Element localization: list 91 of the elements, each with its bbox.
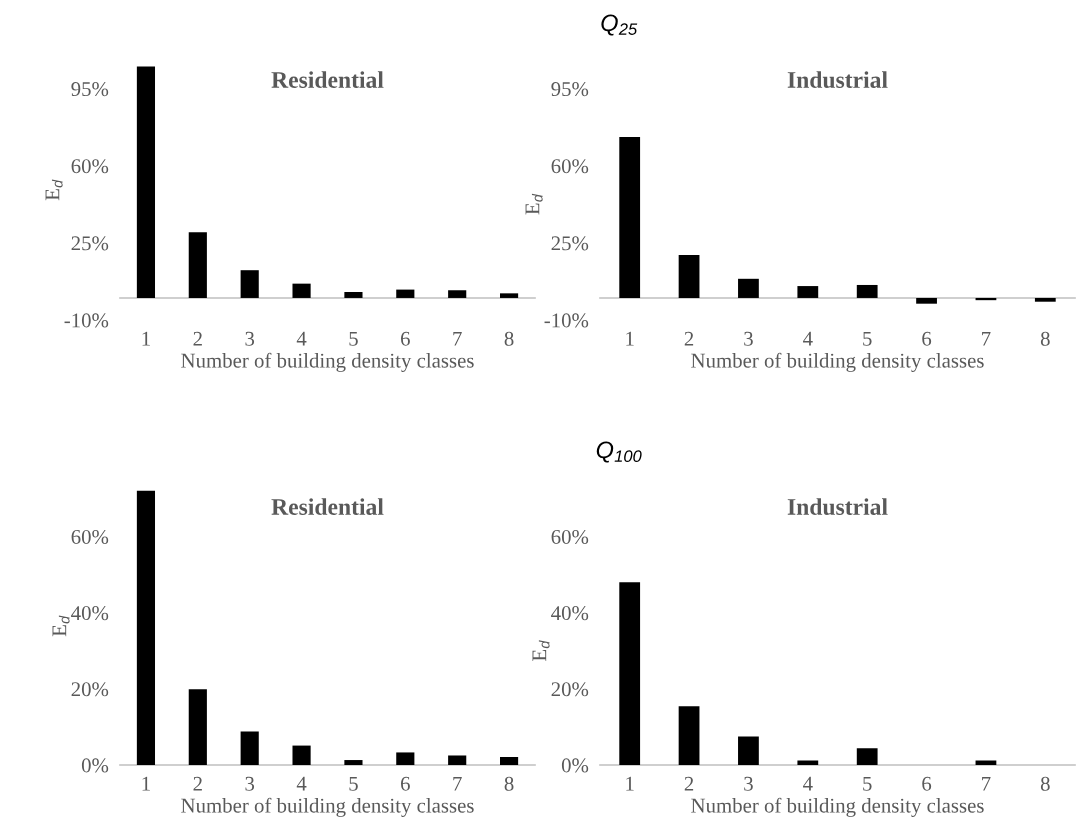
x-tick-label: 8 bbox=[504, 331, 514, 346]
y-tick-label: 20% bbox=[551, 682, 589, 697]
x-tick-label: 3 bbox=[744, 331, 753, 346]
text: Q$_{100}$ bbox=[596, 441, 642, 463]
bar bbox=[344, 292, 363, 298]
y-tick-label: 25% bbox=[551, 236, 589, 251]
bar bbox=[1034, 297, 1056, 302]
bar bbox=[678, 706, 700, 765]
y-tick-label: 95% bbox=[551, 82, 589, 97]
x-tick-label: 1 bbox=[626, 331, 634, 346]
y-tick-label: 0% bbox=[561, 758, 589, 773]
x-tick-label: 5 bbox=[863, 331, 872, 346]
x-axis-title: Number of building density classes bbox=[181, 797, 474, 817]
x-tick-label: 7 bbox=[453, 776, 462, 791]
x-tick-label: 4 bbox=[296, 331, 307, 346]
bar bbox=[396, 289, 415, 298]
y-tick-label: 25% bbox=[71, 236, 109, 251]
x-tick-label: 1 bbox=[142, 776, 150, 791]
bar bbox=[344, 760, 363, 765]
x-tick-label: 5 bbox=[863, 776, 872, 791]
y-tick-label: 60% bbox=[71, 159, 109, 174]
x-tick-label: 3 bbox=[245, 331, 255, 346]
bar bbox=[797, 286, 819, 298]
chart-title: Residential bbox=[271, 498, 384, 515]
x-tick-label: 4 bbox=[803, 776, 813, 791]
bar bbox=[678, 255, 700, 298]
y-axis-title: E$_{d}$ bbox=[45, 179, 63, 201]
bar bbox=[448, 290, 467, 298]
x-tick-label: 3 bbox=[245, 776, 255, 791]
bar bbox=[448, 755, 467, 765]
x-tick-label: 3 bbox=[744, 776, 753, 791]
x-tick-label: 2 bbox=[684, 331, 694, 346]
y-axis-title: E$_{d}$ bbox=[525, 193, 543, 215]
bar bbox=[292, 283, 311, 298]
bar bbox=[856, 748, 878, 765]
x-tick-label: 6 bbox=[401, 776, 410, 791]
y-tick-label: 40% bbox=[551, 606, 589, 621]
bar bbox=[240, 731, 259, 765]
bar bbox=[188, 232, 207, 298]
bar bbox=[499, 757, 519, 765]
y-tick-label: 60% bbox=[551, 159, 589, 174]
x-tick-label: 5 bbox=[349, 331, 358, 346]
bar bbox=[619, 137, 641, 298]
bar bbox=[916, 297, 937, 304]
bar bbox=[240, 270, 259, 298]
x-tick-label: 6 bbox=[922, 331, 932, 346]
y-tick-label: -10% bbox=[64, 313, 109, 328]
bar bbox=[738, 278, 759, 298]
x-tick-label: 6 bbox=[922, 776, 932, 791]
x-tick-label: 4 bbox=[296, 776, 307, 791]
chart-title: Industrial bbox=[787, 71, 888, 88]
bar bbox=[136, 490, 156, 765]
bar bbox=[975, 760, 997, 765]
x-tick-label: 5 bbox=[349, 776, 358, 791]
x-tick-label: 8 bbox=[504, 776, 514, 791]
bar bbox=[292, 745, 311, 765]
y-axis-title: E$_{d}$ bbox=[532, 640, 550, 661]
x-tick-label: 1 bbox=[626, 776, 634, 791]
x-tick-label: 6 bbox=[401, 331, 410, 346]
bar bbox=[499, 293, 519, 298]
y-tick-label: 60% bbox=[551, 529, 589, 545]
bar bbox=[619, 582, 641, 765]
x-tick-label: 8 bbox=[1040, 776, 1050, 791]
y-tick-label: 20% bbox=[71, 682, 109, 697]
x-axis-title: Number of building density classes bbox=[181, 352, 474, 372]
x-axis-title: Number of building density classes bbox=[691, 352, 984, 372]
x-tick-label: 2 bbox=[193, 331, 202, 346]
x-tick-label: 1 bbox=[142, 331, 150, 346]
y-tick-label: -10% bbox=[544, 313, 589, 328]
bar bbox=[738, 736, 759, 765]
y-tick-label: 0% bbox=[81, 758, 109, 773]
y-tick-label: 60% bbox=[71, 529, 109, 545]
text: Q$_{25}$ bbox=[601, 14, 638, 36]
x-tick-label: 7 bbox=[982, 776, 991, 791]
y-axis-title: E$_{d}$ bbox=[52, 615, 70, 637]
y-tick-label: 40% bbox=[71, 606, 109, 621]
y-tick-label: 95% bbox=[71, 82, 109, 97]
bar bbox=[797, 760, 819, 765]
bar bbox=[396, 752, 415, 765]
x-axis-title: Number of building density classes bbox=[691, 797, 984, 817]
bar bbox=[188, 689, 207, 765]
x-tick-label: 2 bbox=[193, 776, 202, 791]
bar bbox=[136, 66, 156, 298]
x-tick-label: 7 bbox=[453, 331, 462, 346]
x-tick-label: 8 bbox=[1040, 331, 1050, 346]
bar bbox=[856, 284, 878, 298]
chart-title: Industrial bbox=[787, 498, 888, 515]
x-tick-label: 2 bbox=[684, 776, 694, 791]
x-tick-label: 4 bbox=[803, 331, 813, 346]
x-tick-label: 7 bbox=[982, 331, 991, 346]
chart-title: Residential bbox=[271, 71, 384, 88]
